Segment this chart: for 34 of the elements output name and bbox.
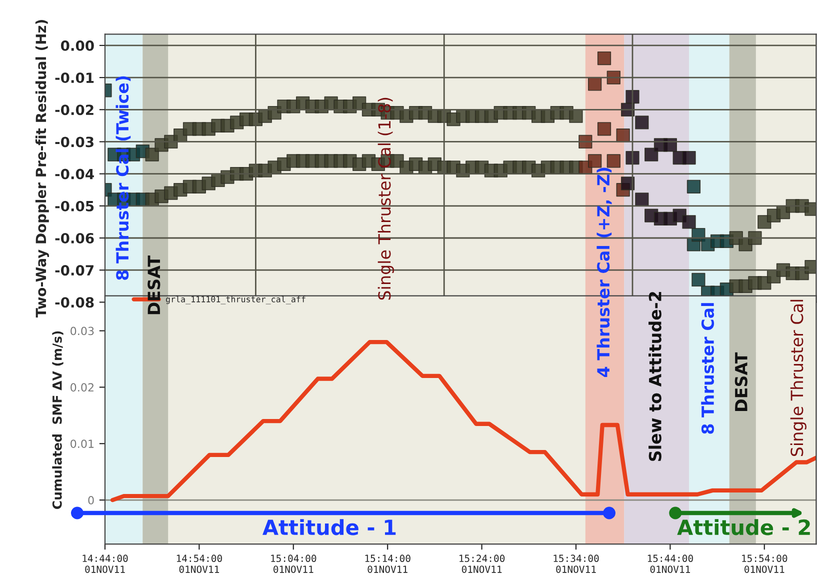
y-tick-label: 0.01: [70, 440, 94, 448]
x-tick-label: 15:24:00 01NOV11: [460, 554, 505, 573]
annotation: Single Thruster Cal (1-8): [378, 98, 394, 300]
y-tick-label: 0.02: [70, 383, 94, 392]
y-tick-label: -0.05: [55, 200, 94, 212]
y-tick-label: -0.08: [55, 297, 94, 308]
y-tick-label: -0.01: [55, 72, 94, 84]
band-label: 4 Thruster Cal (+Z, -Z): [596, 168, 612, 377]
x-tick-label: 15:14:00 01NOV11: [365, 554, 410, 573]
x-tick-label: 14:44:00 01NOV11: [82, 554, 128, 573]
x-tick-label: 15:04:00 01NOV11: [271, 554, 316, 573]
annotation: Single Thruster Cal: [790, 300, 806, 456]
annotation: Attitude - 2: [677, 519, 810, 536]
annotation: Attitude - 1: [262, 519, 396, 536]
band-label: Slew to Attitude-2: [648, 292, 662, 461]
y-tick-label: -0.04: [55, 168, 94, 180]
band-label: DESAT: [148, 256, 160, 314]
band-label: 8 Thruster Cal (Twice): [116, 76, 131, 280]
x-tick-label: 15:44:00 01NOV11: [648, 554, 693, 573]
y-tick-label: 0.00: [60, 40, 94, 51]
x-tick-label: 15:34:00 01NOV11: [554, 554, 599, 573]
band-label: DESAT: [734, 352, 748, 411]
y-tick-label: -0.03: [55, 136, 94, 148]
y-axis-title: Cumulated SMF ΔV (m/s): [52, 331, 64, 509]
y-tick-label: -0.06: [55, 232, 94, 244]
y-tick-label: -0.02: [55, 104, 94, 116]
x-tick-label: 14:54:00 01NOV11: [176, 554, 222, 573]
band-label: 8 Thruster Cal: [701, 303, 714, 434]
y-tick-label: 0.03: [70, 326, 94, 336]
legend-label: grla_111101_thruster_cal_aff: [166, 296, 306, 304]
y-tick-label: -0.07: [55, 265, 94, 276]
y-tick-label: 0: [88, 496, 94, 504]
x-tick-label: 15:54:00 01NOV11: [742, 554, 788, 573]
y-axis-title: Two-Way Doppler Pre-fit Residual (Hz): [35, 20, 49, 318]
